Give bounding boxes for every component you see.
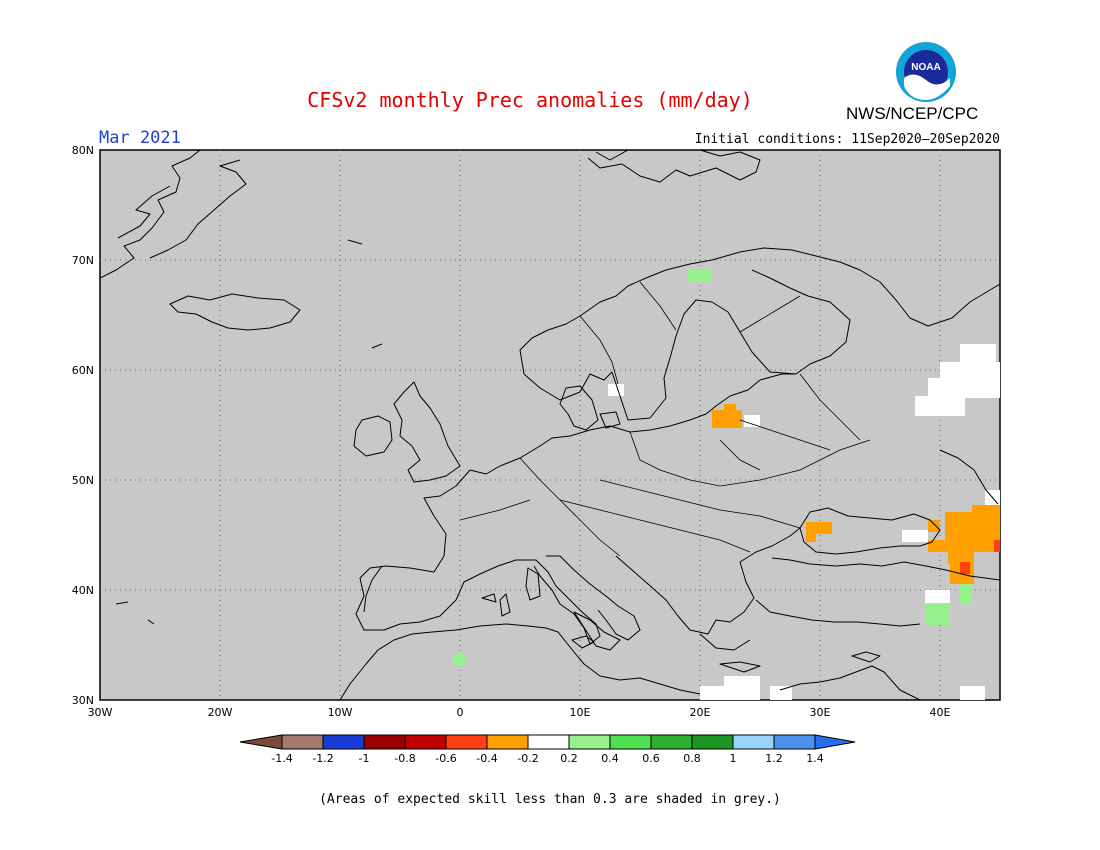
anomaly-cell-white	[744, 415, 760, 427]
anomaly-cell-white	[724, 676, 760, 688]
anomaly-cell-white	[940, 362, 1000, 380]
colorbar-swatch	[445, 734, 488, 750]
colorbar-label: -0.8	[394, 752, 415, 765]
anomaly-cell-orange	[972, 505, 1000, 515]
anomaly-cell-white	[960, 686, 985, 700]
colorbar-label: -0.2	[517, 752, 538, 765]
colorbar-label: -1.4	[271, 752, 292, 765]
colorbar-label: -1	[359, 752, 370, 765]
anomaly-cell-white	[770, 686, 792, 700]
lon-label: 30W	[88, 706, 113, 719]
anomaly-cell-green	[960, 584, 972, 604]
anomaly-cell-green	[688, 270, 712, 282]
lat-label: 50N	[72, 474, 94, 487]
anomaly-cell-orange	[806, 532, 816, 542]
map-plot-area	[99, 149, 1001, 701]
colorbar-label: 0.2	[560, 752, 578, 765]
anomaly-cell-orange	[712, 410, 742, 428]
colorbar-swatch	[773, 734, 816, 750]
colorbar-label: 0.4	[601, 752, 619, 765]
lon-label: 0	[457, 706, 464, 719]
lat-label: 70N	[72, 254, 94, 267]
colorbar-label: -0.6	[435, 752, 456, 765]
colorbar-swatch	[322, 734, 365, 750]
colorbar-low-arrow	[239, 734, 283, 750]
colorbar-swatch	[404, 734, 447, 750]
colorbar-swatch	[691, 734, 734, 750]
anomaly-cell-orange	[724, 404, 736, 412]
lon-label: 10W	[328, 706, 353, 719]
longitude-labels: 30W 20W 10W 0 10E 20E 30E 40E	[88, 706, 951, 719]
lat-label: 60N	[72, 364, 94, 377]
colorbar-label: 1	[730, 752, 737, 765]
anomaly-cell-white	[700, 686, 760, 700]
lon-label: 40E	[930, 706, 951, 719]
anomaly-cell-red	[994, 540, 1000, 552]
anomaly-cell-orange	[948, 550, 974, 564]
lon-label: 30E	[810, 706, 831, 719]
colorbar-swatch	[486, 734, 529, 750]
colorbar-swatch	[650, 734, 693, 750]
colorbar-label: -0.4	[476, 752, 497, 765]
lon-label: 20E	[690, 706, 711, 719]
anomaly-cell-white	[608, 384, 624, 396]
coastlines	[100, 150, 1000, 700]
lon-label: 10E	[570, 706, 591, 719]
colorbar-label: -1.2	[312, 752, 333, 765]
anomaly-cell-white	[960, 344, 996, 364]
colorbar-swatch	[732, 734, 775, 750]
initial-conditions: Initial conditions: 11Sep2020–20Sep2020	[694, 132, 1000, 147]
colorbar-swatch	[281, 734, 324, 750]
lat-lon-grid	[100, 150, 1000, 700]
colorbar-swatch	[363, 734, 406, 750]
anomaly-cell-orange	[928, 520, 940, 532]
colorbar-high-arrow	[814, 734, 856, 750]
lat-label: 40N	[72, 584, 94, 597]
colorbar-swatch	[609, 734, 652, 750]
colorbar-label: 1.2	[765, 752, 783, 765]
anomaly-cell-white	[928, 378, 1000, 398]
noaa-logo-text: NOAA	[911, 62, 940, 73]
anomaly-cell-orange	[945, 512, 1000, 542]
colorbar-legend: -1.4 -1.2 -1 -0.8 -0.6 -0.4 -0.2 0.2 0.4 0.6 0.8 1 1…	[239, 734, 856, 765]
map-title: CFSv2 monthly Prec anomalies (mm/day)	[307, 88, 753, 112]
lon-label: 20W	[208, 706, 233, 719]
lat-label: 80N	[72, 144, 94, 157]
anomaly-cell-orange	[928, 540, 1000, 552]
anomaly-cell-orange	[806, 522, 832, 534]
anomaly-cell-white	[925, 590, 950, 604]
colorbar-label: 1.4	[806, 752, 824, 765]
skill-footnote: (Areas of expected skill less than 0.3 a…	[319, 792, 781, 807]
colorbar-label: 0.8	[683, 752, 701, 765]
anomaly-cell-green	[453, 654, 465, 666]
anomaly-cell-white	[902, 530, 928, 542]
colorbar-swatch	[568, 734, 611, 750]
anomaly-cell-red	[960, 562, 970, 574]
colorbar-label: 0.6	[642, 752, 660, 765]
anomaly-cell-white	[915, 396, 965, 416]
noaa-logo-icon: NOAA	[896, 42, 956, 102]
anomaly-shading	[453, 270, 1000, 700]
anomaly-cell-green	[926, 603, 950, 625]
lat-label: 30N	[72, 694, 94, 707]
precip-anomaly-map: 80N 70N 60N 50N 40N 30N 30W 20W 10W 0 10…	[72, 144, 1001, 765]
colorbar-swatch	[527, 734, 570, 750]
forecast-month: Mar 2021	[99, 128, 181, 148]
agency-label: NWS/NCEP/CPC	[846, 104, 979, 123]
country-borders	[459, 281, 871, 557]
latitude-labels: 80N 70N 60N 50N 40N 30N	[72, 144, 94, 707]
